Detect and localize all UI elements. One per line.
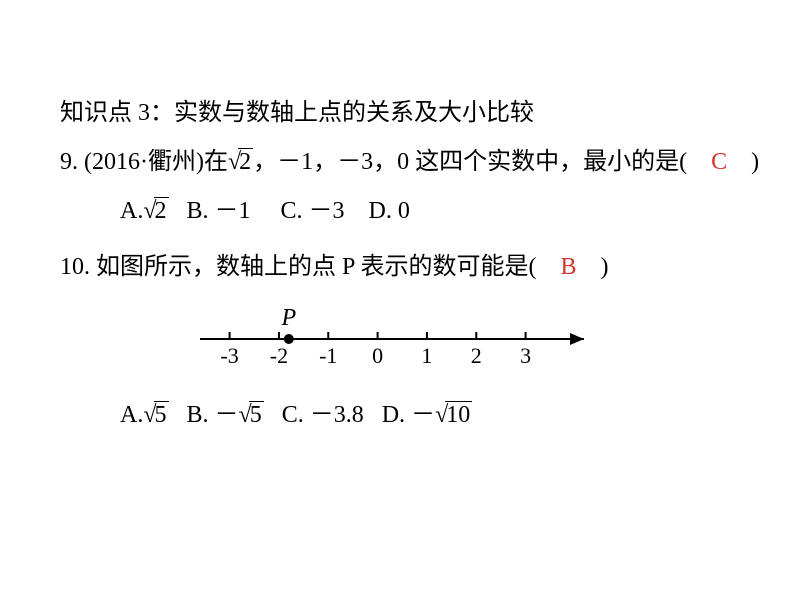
svg-text:-3: -3 <box>220 343 238 368</box>
q10-opt-d: D. －√10 <box>382 402 473 428</box>
q10-suffix: ) <box>576 254 608 280</box>
sqrt-icon: √2 <box>228 141 253 184</box>
sqrt-icon: √2 <box>143 190 168 233</box>
svg-text:0: 0 <box>372 343 383 368</box>
sqrt-icon: √5 <box>143 394 168 437</box>
svg-text:3: 3 <box>520 343 531 368</box>
q10-stem: 10. 如图所示，数轴上的点 P 表示的数可能是( B ) <box>60 246 740 289</box>
svg-text:-1: -1 <box>319 343 337 368</box>
numberline-figure: -3 -2 -1 0 1 2 3 P <box>190 297 740 382</box>
sqrt-icon: √5 <box>239 394 264 437</box>
q9-middle: ，－1，－3，0 这四个实数中，最小的是( <box>253 149 711 175</box>
q9-opt-c: C. －3 <box>281 198 345 224</box>
q10-options: A.√5 B. －√5 C. －3.8 D. －√10 <box>120 394 740 437</box>
q9-answer: C <box>711 149 727 175</box>
q10-opt-c: C. －3.8 <box>282 402 364 428</box>
svg-text:2: 2 <box>471 343 482 368</box>
svg-text:-2: -2 <box>270 343 288 368</box>
heading: 知识点 3：实数与数轴上点的关系及大小比较 <box>60 92 740 135</box>
numberline-svg: -3 -2 -1 0 1 2 3 P <box>190 297 590 377</box>
q10-opt-b: B. －√5 <box>187 402 264 428</box>
svg-text:1: 1 <box>421 343 432 368</box>
q10-text: 10. 如图所示，数轴上的点 P 表示的数可能是( <box>60 254 560 280</box>
q9-suffix: ) <box>727 149 759 175</box>
q9-opt-a: A.√2 <box>120 198 169 224</box>
svg-text:P: P <box>280 305 296 331</box>
q9-opt-d: D. 0 <box>369 198 410 224</box>
q9-prefix: 9. (2016·衢州)在 <box>60 149 228 175</box>
q9-opt-b: B. －1 <box>187 198 251 224</box>
sqrt-icon: √10 <box>435 394 472 437</box>
q9-options: A.√2 B. －1 C. －3 D. 0 <box>120 190 740 233</box>
q10-opt-a: A.√5 <box>120 402 169 428</box>
q9-stem: 9. (2016·衢州)在√2，－1，－3，0 这四个实数中，最小的是( C ) <box>60 141 740 184</box>
q10-answer: B <box>560 254 576 280</box>
